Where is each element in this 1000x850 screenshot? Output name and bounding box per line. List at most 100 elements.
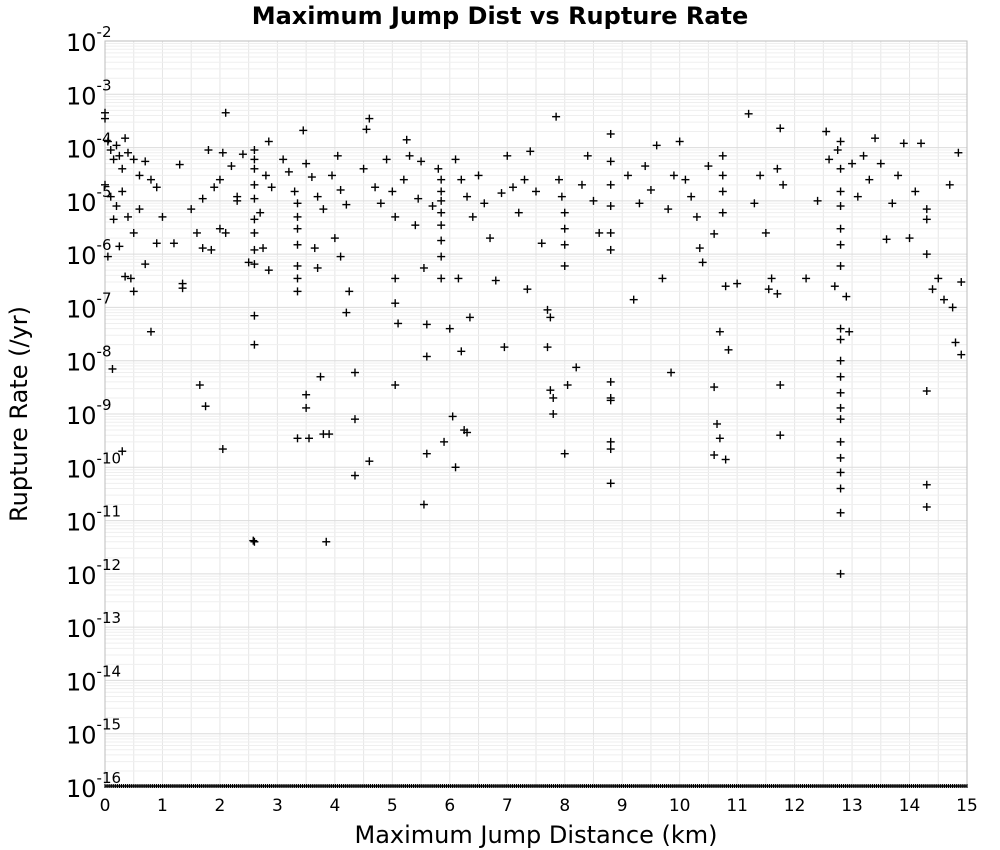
- scatter-point: [675, 137, 684, 146]
- scatter-point: [210, 183, 219, 192]
- scatter-point: [201, 402, 210, 411]
- scatter-point: [733, 279, 742, 288]
- scatter-point: [313, 192, 322, 201]
- scatter-point: [945, 180, 954, 189]
- scatter-point: [543, 305, 552, 314]
- scatter-point: [350, 415, 359, 424]
- scatter-point: [350, 368, 359, 377]
- scatter-point: [106, 192, 115, 201]
- scatter-point: [169, 239, 178, 248]
- x-tick-label: 15: [956, 796, 978, 816]
- scatter-point: [437, 274, 446, 283]
- scatter-point: [250, 537, 259, 546]
- scatter-point: [313, 263, 322, 272]
- scatter-point: [465, 313, 474, 322]
- scatter-point: [233, 192, 242, 201]
- scatter-point: [606, 377, 615, 386]
- scatter-point: [802, 274, 811, 283]
- scatter-point: [250, 245, 259, 254]
- scatter-point: [500, 343, 509, 352]
- scatter-point: [422, 352, 431, 361]
- scatter-point: [503, 151, 512, 160]
- scatter-point: [836, 335, 845, 344]
- scatter-point: [520, 175, 529, 184]
- scatter-point: [365, 114, 374, 123]
- scatter-point: [557, 192, 566, 201]
- scatter-point: [888, 199, 897, 208]
- scatter-point: [468, 212, 477, 221]
- scatter-point: [836, 372, 845, 381]
- x-tick-label: 4: [329, 796, 340, 816]
- scatter-point: [129, 155, 138, 164]
- scatter-point: [543, 343, 552, 352]
- scatter-point: [307, 173, 316, 182]
- scatter-point: [687, 192, 696, 201]
- scatter-point: [419, 263, 428, 272]
- scatter-point: [928, 285, 937, 294]
- scatter-point: [327, 171, 336, 180]
- scatter-point: [152, 183, 161, 192]
- scatter-point: [244, 258, 253, 267]
- scatter-point: [115, 242, 124, 251]
- scatter-point: [457, 347, 466, 356]
- scatter-point: [546, 313, 555, 322]
- y-tick-label: 10-9: [66, 396, 112, 430]
- scatter-point: [911, 187, 920, 196]
- y-axis-ticks: 10-16 10-15 10-14 10-13 10-12 10-11 10-10 10-9 1…: [66, 23, 121, 803]
- scatter-point: [606, 396, 615, 405]
- scatter-point: [391, 212, 400, 221]
- scatter-point: [336, 252, 345, 261]
- scatter-point: [293, 212, 302, 221]
- scatter-point: [698, 258, 707, 267]
- scatter-point: [606, 157, 615, 166]
- scatter-point: [319, 205, 328, 214]
- scatter-point: [635, 199, 644, 208]
- scatter-point: [756, 171, 765, 180]
- scatter-point: [256, 208, 265, 217]
- scatter-point: [365, 457, 374, 466]
- scatter-point: [350, 471, 359, 480]
- scatter-point: [305, 434, 314, 443]
- scatter-point: [221, 108, 230, 117]
- scatter-point: [646, 185, 655, 194]
- scatter-point: [721, 455, 730, 464]
- scatter-point: [526, 147, 535, 156]
- scatter-point: [302, 390, 311, 399]
- scatter-point: [560, 240, 569, 249]
- scatter-point: [692, 212, 701, 221]
- scatter-point: [695, 244, 704, 253]
- scatter-point: [606, 245, 615, 254]
- scatter-point: [316, 372, 325, 381]
- scatter-point: [549, 393, 558, 402]
- scatter-point: [293, 261, 302, 270]
- scatter-point: [330, 234, 339, 243]
- scatter-point: [779, 180, 788, 189]
- scatter-point: [836, 415, 845, 424]
- data-points: [101, 108, 966, 578]
- scatter-point: [158, 212, 167, 221]
- scatter-point: [750, 199, 759, 208]
- scatter-point: [299, 126, 308, 135]
- scatter-point: [333, 151, 342, 160]
- x-tick-label: 14: [899, 796, 921, 816]
- scatter-point: [103, 252, 112, 261]
- plot-area: [104, 40, 968, 788]
- scatter-point: [437, 208, 446, 217]
- scatter-point: [259, 244, 268, 253]
- scatter-point: [108, 364, 117, 373]
- scatter-point: [715, 434, 724, 443]
- scatter-point: [293, 287, 302, 296]
- scatter-point: [882, 235, 891, 244]
- scatter-point: [250, 164, 259, 173]
- scatter-point: [445, 324, 454, 333]
- scatter-point: [514, 208, 523, 217]
- scatter-point: [250, 340, 259, 349]
- scatter-point: [606, 129, 615, 138]
- scatter-point: [836, 388, 845, 397]
- scatter-point: [391, 381, 400, 390]
- x-tick-label: 3: [272, 796, 283, 816]
- scatter-point: [773, 289, 782, 298]
- scatter-point: [836, 453, 845, 462]
- scatter-point: [391, 274, 400, 283]
- scatter-point: [669, 171, 678, 180]
